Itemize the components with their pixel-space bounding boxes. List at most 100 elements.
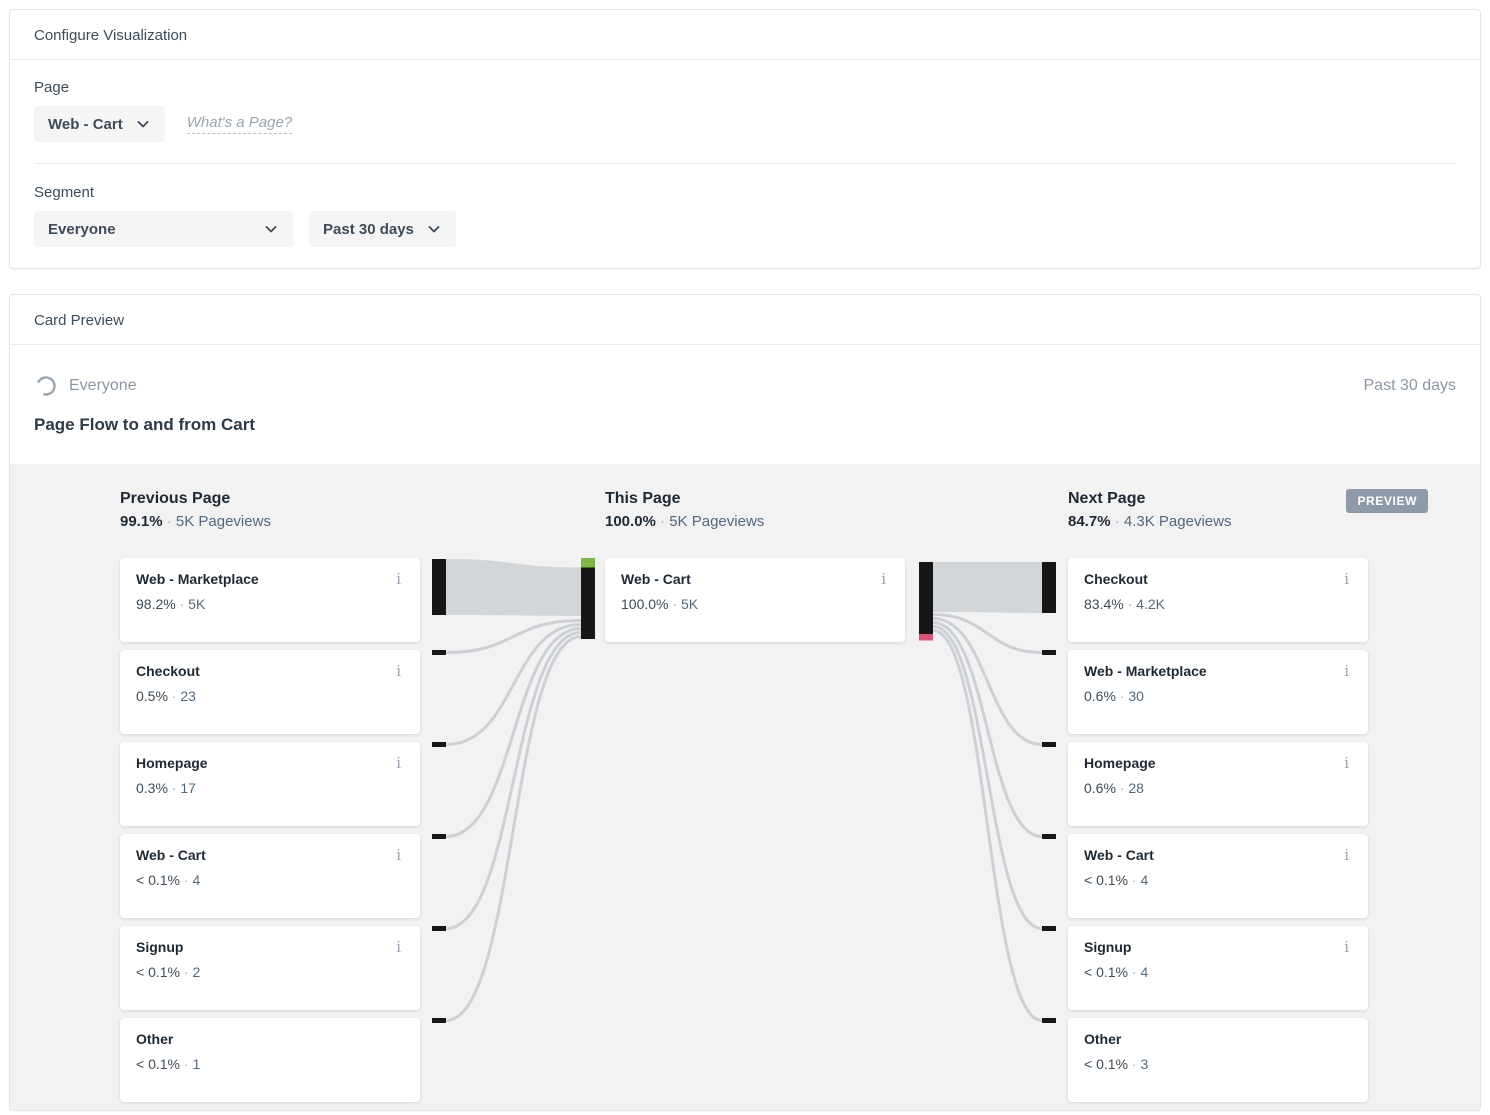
sankey-node-prev-checkout [432, 650, 446, 655]
flow-card-title: Web - Cart [1084, 847, 1154, 863]
info-icon[interactable]: i [881, 570, 886, 588]
sankey-flow [445, 627, 582, 838]
flow-card-stats: 0.3% · 17 [136, 780, 196, 796]
sankey-node-this-out [919, 562, 933, 634]
flow-card-signup[interactable]: Signup i < 0.1% · 2 [120, 926, 420, 1010]
sankey-node-next-signup [1042, 926, 1056, 931]
next-page-cards: Checkout i 83.4% · 4.2K Web - Marketplace i 0… [1068, 558, 1368, 1110]
dot-separator: · [166, 513, 176, 530]
flow-card-stats: < 0.1% · 4 [1084, 964, 1149, 980]
spinner-icon [36, 376, 56, 396]
flow-card-title: Homepage [1084, 755, 1156, 771]
flow-card-other[interactable]: Otheri< 0.1% · 3 [1068, 1018, 1368, 1102]
sankey-node-prev-homepage [432, 742, 446, 747]
column-title: Next Page [1068, 490, 1146, 507]
sankey-node-prev-other [432, 1018, 446, 1023]
flow-card-stats: 98.2% · 5K [136, 596, 206, 612]
sankey-ribbon-cart-to-checkout [933, 562, 1042, 613]
sankey-node-prev-signup [432, 926, 446, 931]
flow-card-title: Checkout [1084, 571, 1148, 587]
column-header-previous-page: Previous Page 99.1% · 5K Pageviews [120, 490, 420, 530]
flow-card-title: Web - Cart [621, 571, 691, 587]
page-field-label: Page [34, 79, 70, 96]
column-title: Previous Page [120, 490, 231, 507]
column-header-this-page: This Page 100.0% · 5K Pageviews [605, 490, 905, 530]
flow-card-title: Other [1084, 1031, 1122, 1047]
sankey-flow [932, 629, 1043, 1022]
flow-card-web-cart[interactable]: Web - Cart i 100.0% · 5K [605, 558, 905, 642]
sankey-node-exit-segment [919, 634, 933, 641]
sankey-node-next-webcart [1042, 834, 1056, 839]
chevron-down-icon [428, 226, 440, 233]
segment-field-label: Segment [34, 184, 95, 201]
info-icon[interactable]: i [1344, 846, 1349, 864]
sankey-node-prev-marketplace [432, 559, 446, 615]
dot-separator: · [660, 513, 670, 530]
flow-card-stats: < 0.1% · 1 [136, 1056, 201, 1072]
preview-badge: PREVIEW [1346, 489, 1428, 513]
flow-card-stats: < 0.1% · 4 [136, 872, 201, 888]
segment-dropdown[interactable]: Everyone [34, 211, 293, 247]
flow-card-stats: < 0.1% · 4 [1084, 872, 1149, 888]
info-icon[interactable]: i [1344, 754, 1349, 772]
page-dropdown-value: Web - Cart [48, 115, 123, 133]
preview-date-range-label: Past 30 days [1363, 377, 1457, 394]
column-percent: 99.1% [120, 513, 163, 530]
flow-card-web-marketplace[interactable]: Web - Marketplace i 98.2% · 5K [120, 558, 420, 642]
card-preview-panel-title: Card Preview [10, 295, 1480, 345]
flow-card-other[interactable]: Otheri< 0.1% · 1 [120, 1018, 420, 1102]
sankey-node-entry-segment [581, 558, 595, 568]
sankey-node-next-marketplace [1042, 650, 1056, 655]
preview-segment-label: Everyone [69, 377, 137, 394]
date-range-dropdown[interactable]: Past 30 days [309, 211, 456, 247]
info-icon[interactable]: i [396, 938, 401, 956]
flow-card-checkout[interactable]: Checkout i 0.5% · 23 [120, 650, 420, 734]
flow-card-title: Signup [1084, 939, 1132, 955]
chevron-down-icon [137, 121, 149, 128]
info-icon[interactable]: i [1344, 662, 1349, 680]
flow-card-title: Web - Cart [136, 847, 206, 863]
sankey-flow [932, 625, 1043, 930]
flow-card-checkout[interactable]: Checkout i 83.4% · 4.2K [1068, 558, 1368, 642]
sankey-flow [445, 631, 582, 930]
sankey-flow [932, 617, 1043, 746]
info-icon[interactable]: i [1344, 570, 1349, 588]
info-icon[interactable]: i [396, 754, 401, 772]
info-icon[interactable]: i [1344, 938, 1349, 956]
flow-card-stats: 100.0% · 5K [621, 596, 699, 612]
column-percent: 84.7% [1068, 513, 1111, 530]
sankey-flow [932, 613, 1043, 654]
column-title: This Page [605, 490, 681, 507]
page-flow-visualization: PREVIEW Previous Page 99.1% · 5K Pagevie… [10, 464, 1480, 1110]
segment-dropdown-value: Everyone [48, 220, 116, 238]
flow-card-stats: 0.6% · 28 [1084, 780, 1144, 796]
sankey-flow [445, 635, 582, 1022]
sankey-node-next-checkout [1042, 562, 1056, 613]
card-preview-panel: Card Preview Everyone Past 30 days Page … [9, 294, 1481, 1111]
flow-card-web-cart[interactable]: Web - Cart i < 0.1% · 4 [1068, 834, 1368, 918]
sankey-flow [932, 621, 1043, 838]
page-dropdown[interactable]: Web - Cart [34, 106, 165, 142]
info-icon[interactable]: i [396, 662, 401, 680]
column-pageviews: 5K Pageviews [669, 513, 765, 530]
flow-card-web-cart[interactable]: Web - Cart i < 0.1% · 4 [120, 834, 420, 918]
whats-a-page-link[interactable]: What's a Page? [186, 114, 293, 134]
flow-card-homepage[interactable]: Homepage i 0.3% · 17 [120, 742, 420, 826]
flow-card-title: Signup [136, 939, 184, 955]
flow-card-title: Checkout [136, 663, 200, 679]
flow-card-homepage[interactable]: Homepage i 0.6% · 28 [1068, 742, 1368, 826]
flow-card-stats: 83.4% · 4.2K [1084, 596, 1165, 612]
column-percent: 100.0% [605, 513, 656, 530]
info-icon[interactable]: i [396, 846, 401, 864]
flow-card-web-marketplace[interactable]: Web - Marketplace i 0.6% · 30 [1068, 650, 1368, 734]
info-icon[interactable]: i [396, 570, 401, 588]
flow-card-title: Homepage [136, 755, 208, 771]
sankey-flow [445, 623, 582, 746]
flow-card-signup[interactable]: Signup i < 0.1% · 4 [1068, 926, 1368, 1010]
column-header-next-page: Next Page 84.7% · 4.3K Pageviews [1068, 490, 1368, 530]
divider [34, 163, 1456, 164]
configure-panel-title: Configure Visualization [10, 10, 1480, 60]
flow-card-stats: 0.5% · 23 [136, 688, 196, 704]
dot-separator: · [1114, 513, 1124, 530]
flow-card-title: Web - Marketplace [1084, 663, 1207, 679]
